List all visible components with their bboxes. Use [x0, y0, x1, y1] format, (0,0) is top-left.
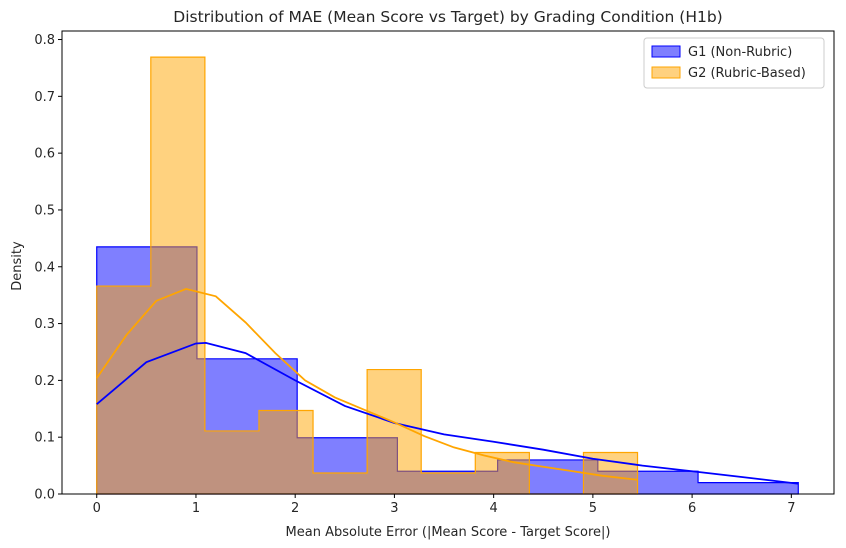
- y-tick-label: 0.5: [34, 203, 55, 218]
- legend-label: G1 (Non-Rubric): [688, 45, 792, 60]
- x-tick-label: 1: [192, 501, 200, 516]
- y-axis: 0.0 0.1 0.2 0.3 0.4 0.5 0.6 0.7 0.8: [34, 33, 62, 503]
- x-tick-label: 5: [589, 501, 597, 516]
- x-tick-label: 6: [688, 501, 696, 516]
- legend-box: [643, 37, 825, 89]
- legend: G1 (Non-Rubric) G2 (Rubric-Based): [643, 37, 825, 89]
- x-tick-label: 2: [291, 501, 299, 516]
- y-tick-label: 0.4: [34, 260, 55, 275]
- x-axis-label: Mean Absolute Error (|Mean Score - Targe…: [286, 525, 611, 540]
- y-tick-label: 0.3: [34, 317, 55, 332]
- x-tick-label: 7: [787, 501, 795, 516]
- legend-label: G2 (Rubric-Based): [688, 66, 806, 81]
- legend-swatch: [651, 66, 681, 79]
- x-tick-label: 3: [390, 501, 398, 516]
- histogram-series-2: [96, 56, 639, 495]
- x-tick-label: 0: [93, 501, 101, 516]
- y-tick-label: 0.1: [34, 431, 55, 446]
- chart-title: Distribution of MAE (Mean Score vs Targe…: [173, 8, 722, 26]
- legend-swatch: [651, 45, 681, 58]
- y-tick-label: 0.2: [34, 374, 55, 389]
- x-tick-label: 4: [490, 501, 498, 516]
- kde-curve-series-1: [96, 341, 799, 485]
- plot-area: [95, 56, 799, 495]
- x-axis: 0 1 2 3 4 5 6 7: [93, 494, 795, 516]
- y-tick-label: 0.8: [34, 33, 55, 48]
- y-tick-label: 0.7: [34, 90, 55, 105]
- kde-curve-series-2: [95, 287, 638, 481]
- y-axis-label: Density: [10, 241, 25, 291]
- axes-frame: [61, 30, 835, 495]
- y-tick-label: 0.6: [34, 147, 55, 162]
- plot-frame: [61, 30, 835, 495]
- y-tick-label: 0.0: [34, 488, 55, 503]
